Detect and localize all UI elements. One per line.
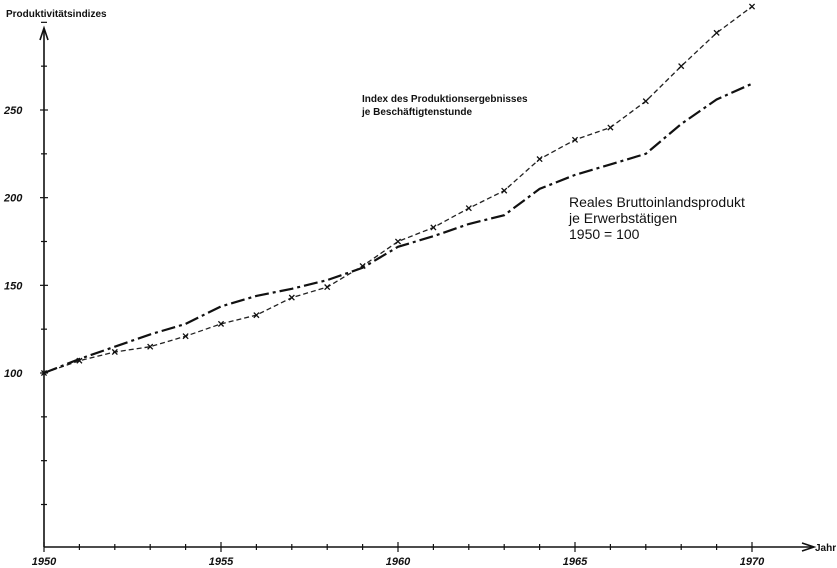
data-point-x-marker	[147, 343, 154, 350]
y-axis-title: Produktivitätsindizes	[6, 9, 107, 20]
annotation-bip-line-2: je Erwerbstätigen	[568, 210, 677, 226]
x-tick-label: 1950	[32, 556, 57, 568]
data-point-x-marker	[288, 294, 295, 301]
data-point-x-marker	[182, 333, 189, 340]
data-point-x-marker	[713, 29, 720, 36]
x-axis-title: Jahr	[815, 543, 836, 554]
x-axis-arrow-icon	[801, 542, 817, 552]
data-point-x-marker	[571, 136, 579, 143]
data-point-x-marker	[430, 224, 437, 231]
y-tick-label: 150	[4, 280, 23, 292]
data-point-x-marker	[253, 312, 260, 319]
y-axis-arrow-icon	[39, 25, 49, 41]
annotation-index-line-1: Index des Produktionsergebnisses	[362, 94, 528, 105]
series-layer	[40, 3, 756, 377]
annotation-bip-base-year: 1950 = 100	[569, 226, 640, 242]
ticks: 100 150 200 250 1950 1955 1960 1965 1970	[3, 21, 765, 568]
series-line-real-gdp	[43, 82, 753, 375]
data-point-x-marker	[324, 284, 331, 291]
x-tick-label: 1955	[209, 556, 234, 568]
annotation-index-line-2: je Beschäftigtenstunde	[361, 107, 472, 118]
series-line-index-production	[43, 6, 753, 374]
data-point-x-marker	[678, 63, 685, 70]
data-point-x-marker	[111, 348, 118, 356]
data-point-x-marker	[642, 98, 649, 105]
y-tick-label: 250	[3, 105, 23, 117]
y-tick-label: 200	[3, 193, 23, 205]
x-tick-label: 1960	[386, 556, 411, 568]
data-point-x-marker	[536, 156, 543, 163]
x-tick-label: 1965	[563, 556, 588, 568]
data-point-x-marker	[501, 187, 508, 194]
data-point-x-marker	[465, 205, 472, 212]
x-tick-label: 1970	[740, 556, 765, 568]
data-point-x-marker	[217, 320, 225, 327]
annotation-bip-line-1: Reales Bruttoinlandsprodukt	[569, 194, 745, 210]
y-tick-label: 100	[4, 368, 23, 380]
data-point-x-marker	[394, 238, 402, 245]
data-point-x-marker	[748, 3, 756, 10]
data-point-x-marker	[607, 124, 614, 131]
